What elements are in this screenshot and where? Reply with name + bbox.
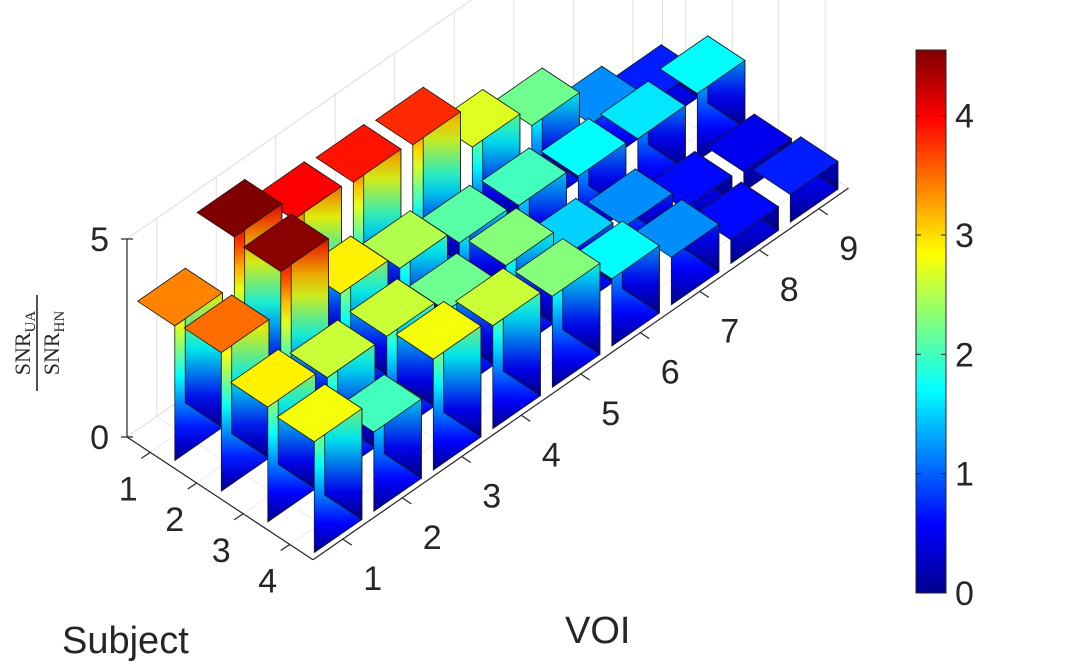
- bar-top-face: [586, 168, 674, 228]
- colorbar-gradient: [915, 49, 947, 594]
- bar-top-face: [480, 147, 568, 206]
- z-tick-label: 0: [90, 419, 109, 457]
- x-tick-label: 2: [423, 519, 442, 557]
- x-tick-label: 5: [601, 395, 620, 433]
- y-tick-label: 4: [258, 562, 277, 600]
- bar-top-face: [348, 278, 436, 337]
- colorbar-tick-label: 2: [955, 336, 974, 374]
- svg-text:SNRHN: SNRHN: [39, 311, 68, 376]
- x-axis-label: VOI: [565, 610, 630, 652]
- box-edge: [126, 0, 473, 240]
- axes: [121, 187, 849, 561]
- y-tick-label: 3: [212, 532, 231, 570]
- bars: [136, 35, 839, 554]
- bar-top-face: [242, 213, 330, 273]
- x-tick-label: 1: [363, 560, 382, 598]
- y-tick-label: 1: [119, 470, 138, 508]
- bar-top-face: [374, 86, 462, 146]
- bar: [276, 383, 363, 554]
- y-axis-label: Subject: [62, 620, 189, 662]
- x-tick-label: 8: [780, 271, 799, 309]
- colorbar-ticks: 0 1 2 3 4: [916, 98, 974, 613]
- bar-top-face: [395, 301, 482, 360]
- x-tick-mark: [342, 538, 353, 546]
- bar-top-face: [183, 294, 270, 354]
- y-tick-label: 2: [165, 501, 184, 539]
- bar: [514, 237, 601, 389]
- bar-top-face: [659, 35, 746, 94]
- y-tick-mark: [140, 451, 151, 459]
- x-tick-label: 3: [482, 478, 501, 516]
- bar: [599, 80, 687, 203]
- colorbar: 0 1 2 3 4: [915, 49, 974, 613]
- colorbar-tick-label: 1: [955, 456, 974, 494]
- bar-top-face: [454, 267, 542, 327]
- bar-top-face: [752, 136, 839, 195]
- bar-top-face: [467, 207, 555, 267]
- x-tick-mark: [818, 208, 829, 216]
- svg-text:SNRUA: SNRUA: [10, 311, 39, 376]
- z-tick-label: 5: [90, 221, 109, 259]
- x-tick-mark: [758, 249, 769, 257]
- x-tick-mark: [401, 497, 412, 505]
- y-tick-mark: [233, 513, 244, 521]
- colorbar-tick-label: 0: [955, 575, 974, 613]
- x-tick-mark: [520, 414, 531, 422]
- bar-top-face: [705, 113, 793, 173]
- y-tick-mark: [187, 482, 198, 490]
- x-tick-mark: [461, 456, 472, 464]
- bar-top-face: [289, 319, 376, 379]
- bar: [335, 373, 423, 513]
- y-tick-mark: [280, 543, 291, 551]
- bar: [454, 267, 542, 430]
- colorbar-tick-label: 4: [955, 98, 974, 136]
- z-label-den-sub: HN: [52, 311, 68, 333]
- z-label-num-base: SNR: [10, 332, 35, 375]
- x-tick-mark: [699, 290, 710, 298]
- bar-top-face: [136, 267, 224, 327]
- x-tick-label: 7: [720, 312, 739, 350]
- bar: [752, 136, 839, 223]
- bar-top-face: [540, 117, 627, 177]
- bar-top-face: [514, 238, 601, 297]
- x-tick-label: 4: [542, 436, 561, 474]
- bar-top-face: [276, 383, 363, 443]
- bar: [573, 220, 661, 347]
- z-label-num-sub: UA: [23, 311, 39, 333]
- bar: [395, 300, 482, 471]
- z-label-den-base: SNR: [39, 332, 64, 375]
- bar-top-face: [315, 124, 402, 183]
- bar: [136, 267, 224, 462]
- x-tick-label: 6: [661, 354, 680, 392]
- x-tick-label: 9: [839, 230, 858, 268]
- bar-top-face: [599, 80, 687, 140]
- x-tick-mark: [580, 373, 591, 381]
- bar-top-face: [229, 348, 317, 408]
- colorbar-tick-label: 3: [955, 217, 974, 255]
- z-axis-label: SNRUA SNRHN: [10, 295, 68, 391]
- x-tick-mark: [639, 332, 650, 340]
- y-axis-line: [126, 436, 314, 561]
- bar-top-face: [196, 178, 283, 238]
